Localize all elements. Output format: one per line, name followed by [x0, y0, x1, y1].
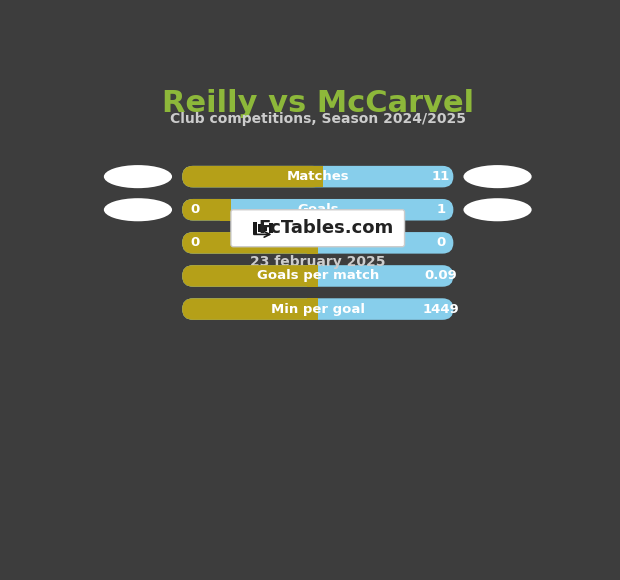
Bar: [269, 223, 273, 233]
Text: 11: 11: [432, 170, 450, 183]
Text: Min per goal: Min per goal: [271, 303, 365, 316]
FancyBboxPatch shape: [182, 298, 317, 320]
Text: Club competitions, Season 2024/2025: Club competitions, Season 2024/2025: [170, 112, 466, 126]
Text: Goals: Goals: [297, 203, 339, 216]
FancyBboxPatch shape: [182, 232, 453, 253]
Bar: [264, 226, 267, 231]
Text: Matches: Matches: [286, 170, 349, 183]
Text: 0: 0: [190, 237, 199, 249]
FancyBboxPatch shape: [182, 265, 317, 287]
Bar: [307, 232, 317, 253]
Ellipse shape: [104, 165, 172, 188]
Text: 1449: 1449: [423, 303, 459, 316]
Bar: [220, 199, 231, 220]
Text: 1: 1: [436, 203, 446, 216]
Bar: [253, 222, 257, 234]
Text: 23 february 2025: 23 february 2025: [250, 255, 386, 269]
FancyBboxPatch shape: [182, 199, 453, 220]
Bar: [307, 265, 317, 287]
Text: Reilly vs McCarvel: Reilly vs McCarvel: [162, 89, 474, 118]
FancyBboxPatch shape: [182, 265, 453, 287]
FancyBboxPatch shape: [182, 232, 317, 253]
Text: FcTables.com: FcTables.com: [258, 219, 393, 237]
Text: Hattricks: Hattricks: [283, 237, 352, 249]
FancyBboxPatch shape: [182, 199, 231, 220]
Text: 0: 0: [436, 237, 446, 249]
Ellipse shape: [104, 198, 172, 222]
Ellipse shape: [463, 165, 532, 188]
FancyBboxPatch shape: [182, 298, 453, 320]
Bar: [307, 298, 317, 320]
FancyBboxPatch shape: [182, 166, 453, 187]
FancyBboxPatch shape: [182, 166, 323, 187]
Text: 0.09: 0.09: [425, 270, 458, 282]
Text: Goals per match: Goals per match: [257, 270, 379, 282]
FancyBboxPatch shape: [231, 210, 404, 246]
Text: 0: 0: [190, 203, 199, 216]
Bar: [312, 166, 323, 187]
Bar: [258, 224, 262, 232]
Ellipse shape: [463, 198, 532, 222]
